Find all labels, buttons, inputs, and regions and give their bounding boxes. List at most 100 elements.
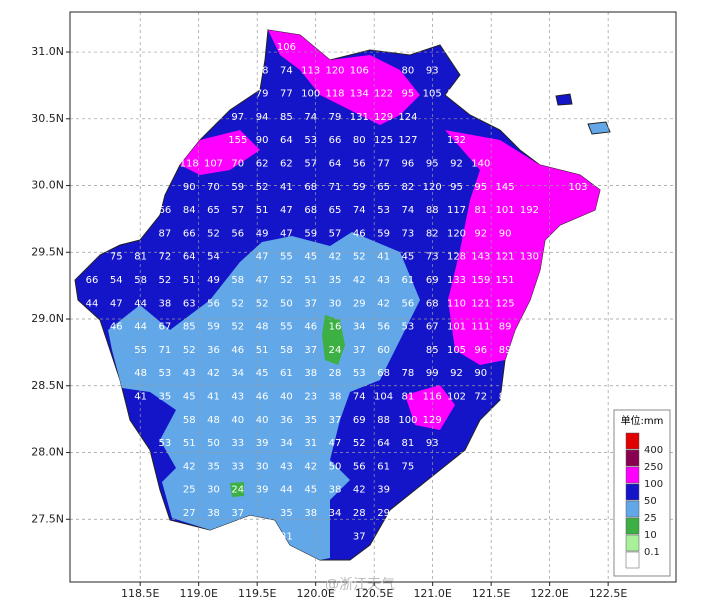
station-value: 74	[353, 205, 366, 216]
station-value: 62	[256, 159, 269, 170]
station-value: 38	[159, 298, 172, 309]
station-value: 79	[256, 89, 269, 100]
station-value: 120	[325, 65, 344, 76]
station-value: 35	[304, 415, 317, 426]
station-value: 116	[423, 392, 442, 403]
plot-frame	[69, 11, 677, 583]
station-value: 33	[231, 461, 244, 472]
station-value: 47	[256, 275, 269, 286]
station-value: 23	[304, 392, 317, 403]
y-tick-label: 31.0N	[31, 45, 64, 58]
station-value: 54	[207, 252, 220, 263]
station-value: 64	[329, 159, 342, 170]
station-value: 52	[183, 345, 196, 356]
station-value: 50	[329, 461, 342, 472]
station-value: 127	[398, 135, 417, 146]
station-value: 81	[474, 205, 487, 216]
station-value: 41	[207, 392, 220, 403]
station-value: 97	[231, 112, 244, 123]
watermark: @浙江天气	[325, 577, 395, 593]
station-value: 81	[134, 252, 147, 263]
area-magenta-east	[445, 130, 600, 365]
station-value: 82	[402, 182, 415, 193]
station-value: 52	[280, 275, 293, 286]
station-value: 70	[231, 159, 244, 170]
station-value: 43	[231, 392, 244, 403]
station-value: 52	[353, 438, 366, 449]
station-value: 30	[207, 485, 220, 496]
legend-swatch	[625, 534, 640, 552]
station-value: 85	[426, 345, 439, 356]
legend-swatch	[625, 483, 640, 501]
station-value: 64	[183, 252, 196, 263]
station-value: 105	[447, 345, 466, 356]
station-value: 25	[183, 485, 196, 496]
y-tick-label: 27.5N	[31, 512, 64, 525]
station-value: 24	[231, 485, 244, 496]
station-value: 41	[377, 252, 390, 263]
station-value: 85	[499, 392, 512, 403]
station-value: 40	[256, 415, 269, 426]
station-value: 45	[402, 252, 415, 263]
station-value: 72	[474, 392, 487, 403]
station-value: 39	[377, 485, 390, 496]
y-tick-label: 28.5N	[31, 379, 64, 392]
station-value: 68	[304, 182, 317, 193]
station-value: 128	[447, 252, 466, 263]
station-value: 41	[280, 182, 293, 193]
station-value: 62	[280, 159, 293, 170]
station-value: 27	[183, 508, 196, 519]
station-value: 100	[398, 415, 417, 426]
station-value: 16	[329, 322, 342, 333]
station-value: 34	[329, 508, 342, 519]
station-value: 55	[134, 345, 147, 356]
station-value: 53	[402, 322, 415, 333]
station-value: 69	[353, 415, 366, 426]
station-value: 58	[134, 275, 147, 286]
station-value: 42	[304, 461, 317, 472]
legend-label: 10	[644, 530, 657, 541]
station-value: 52	[231, 322, 244, 333]
station-value: 90	[499, 228, 512, 239]
station-value: 46	[231, 345, 244, 356]
station-value: 52	[231, 298, 244, 309]
station-value: 88	[377, 415, 390, 426]
station-value: 45	[304, 485, 317, 496]
station-value: 44	[280, 485, 293, 496]
station-value: 47	[256, 252, 269, 263]
station-value: 133	[447, 275, 466, 286]
station-value: 66	[86, 275, 99, 286]
station-value: 61	[377, 461, 390, 472]
area-magenta-south	[405, 385, 455, 430]
legend-swatch	[625, 517, 640, 535]
station-value: 68	[426, 298, 439, 309]
station-value: 42	[329, 252, 342, 263]
legend: 单位:mm 400 250 100 50 25 10 0.1	[613, 409, 671, 577]
legend-box	[613, 409, 671, 577]
station-value: 53	[159, 438, 172, 449]
station-value: 49	[207, 275, 220, 286]
legend-label: 0.1	[644, 547, 660, 558]
station-value: 78	[256, 65, 269, 76]
station-value: 31	[304, 438, 317, 449]
station-value: 104	[374, 392, 393, 403]
station-value: 44	[134, 298, 147, 309]
station-value: 53	[353, 368, 366, 379]
station-value: 58	[280, 345, 293, 356]
y-tick-label: 29.0N	[31, 312, 64, 325]
legend-swatch	[625, 432, 640, 450]
station-value: 120	[423, 182, 442, 193]
legend-title: 单位:mm	[621, 414, 664, 427]
station-value: 45	[304, 252, 317, 263]
station-value: 124	[398, 112, 417, 123]
station-value: 42	[353, 275, 366, 286]
station-value: 39	[256, 438, 269, 449]
station-value: 151	[496, 275, 515, 286]
area-green	[322, 315, 345, 365]
x-tick-label: 121.0E	[413, 587, 451, 600]
station-value: 75	[110, 252, 123, 263]
legend-swatch	[625, 449, 640, 467]
station-value: 40	[280, 392, 293, 403]
station-value: 47	[280, 228, 293, 239]
